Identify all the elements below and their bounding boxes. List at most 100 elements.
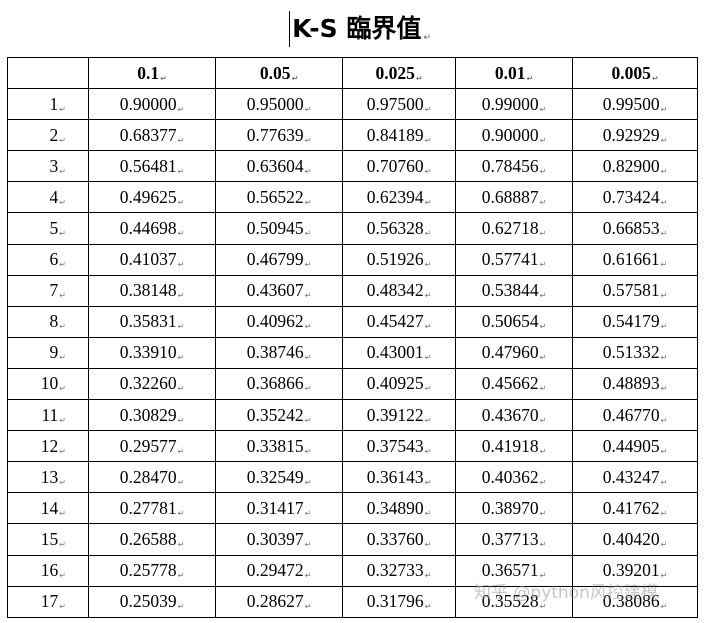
paragraph-mark-icon: ↵	[304, 446, 312, 456]
value-cell: 0.26588↵	[88, 523, 216, 556]
value-text: 0.43670	[481, 404, 539, 425]
value-text: 0.35528	[481, 591, 539, 612]
value-text: 0.84189	[366, 124, 424, 145]
paragraph-mark-icon: ↵	[59, 602, 66, 612]
paragraph-mark-icon: ↵	[539, 508, 547, 518]
row-label-text: 17	[40, 591, 59, 612]
header-cell: 0.005↵	[572, 56, 698, 90]
paragraph-mark-icon: ↵	[177, 229, 185, 239]
table-row: 7↵ 0.38148↵ 0.43607↵ 0.48342↵ 0.53844↵ 0.5758…	[7, 274, 698, 307]
paragraph-mark-icon: ↵	[660, 602, 668, 612]
value-text: 0.40962	[246, 311, 304, 332]
value-text: 0.44698	[119, 218, 177, 239]
value-text: 0.39201	[602, 560, 660, 581]
paragraph-mark-icon: ↵	[424, 571, 432, 581]
header-text: 0.01	[494, 62, 526, 83]
value-text: 0.28627	[246, 591, 304, 612]
paragraph-mark-icon: ↵	[59, 446, 66, 456]
paragraph-mark-icon: ↵	[424, 384, 432, 394]
row-label-text: 4	[49, 186, 59, 207]
value-text: 0.28470	[119, 466, 177, 487]
value-text: 0.78456	[481, 155, 539, 176]
paragraph-mark-icon: ↵	[660, 446, 668, 456]
table-row: 10↵ 0.32260↵ 0.36866↵ 0.40925↵ 0.45662↵ 0.488…	[7, 367, 698, 401]
paragraph-mark-icon: ↵	[59, 508, 66, 518]
row-label-cell: 11↵	[7, 399, 89, 432]
paragraph-mark-icon: ↵	[424, 229, 432, 239]
value-text: 0.45662	[481, 373, 539, 394]
value-cell: 0.28627↵	[215, 585, 343, 618]
value-cell: 0.78456↵	[455, 150, 573, 183]
table-row: 4↵ 0.49625↵ 0.56522↵ 0.62394↵ 0.68887↵ 0.7342…	[7, 181, 698, 214]
header-text: 0.005	[611, 62, 651, 83]
paragraph-mark-icon: ↵	[424, 322, 432, 332]
value-cell: 0.32549↵	[215, 461, 343, 494]
paragraph-mark-icon: ↵	[304, 260, 312, 270]
value-cell: 0.36571↵	[455, 554, 573, 587]
value-cell: 0.41918↵	[455, 430, 573, 463]
value-text: 0.26588	[119, 528, 177, 549]
row-label-cell: 6↵	[7, 243, 89, 276]
value-text: 0.50945	[246, 218, 304, 239]
value-text: 0.33910	[119, 342, 177, 363]
table-row: 11↵ 0.30829↵ 0.35242↵ 0.39122↵ 0.43670↵ 0.467…	[7, 399, 698, 432]
table-row: 9↵ 0.33910↵ 0.38746↵ 0.43001↵ 0.47960↵ 0.5133…	[7, 336, 698, 369]
table-row: 15↵ 0.26588↵ 0.30397↵ 0.33760↵ 0.37713↵ 0.404…	[7, 523, 698, 556]
table-row: 3↵ 0.56481↵ 0.63604↵ 0.70760↵ 0.78456↵ 0.8290…	[7, 150, 698, 183]
paragraph-mark-icon: ↵	[660, 104, 668, 114]
row-label-cell: 7↵	[7, 274, 89, 307]
value-cell: 0.43001↵	[342, 336, 456, 369]
paragraph-mark-icon: ↵	[304, 166, 312, 176]
paragraph-mark-icon: ↵	[660, 539, 668, 549]
paragraph-mark-icon: ↵	[59, 197, 66, 207]
row-label-cell: 10↵	[7, 367, 89, 401]
paragraph-mark-icon: ↵	[59, 104, 66, 114]
header-cell: 0.025↵	[342, 56, 456, 90]
row-label-text: 3	[49, 155, 59, 176]
paragraph-mark-icon: ↵	[424, 539, 432, 549]
value-text: 0.47960	[481, 342, 539, 363]
row-label-text: 11	[41, 404, 59, 425]
row-label-cell: 5↵	[7, 212, 89, 245]
paragraph-mark-icon: ↵	[424, 477, 432, 487]
value-cell: 0.30829↵	[88, 399, 216, 432]
paragraph-mark-icon: ↵	[304, 229, 312, 239]
paragraph-mark-icon: ↵	[526, 73, 534, 83]
value-text: 0.56522	[246, 186, 304, 207]
paragraph-mark-icon: ↵	[177, 477, 185, 487]
paragraph-mark-icon: ↵	[304, 384, 312, 394]
value-cell: 0.82900↵	[572, 150, 698, 183]
value-text: 0.36143	[366, 466, 424, 487]
paragraph-mark-icon: ↵	[59, 229, 66, 239]
paragraph-mark-icon: ↵	[177, 571, 185, 581]
paragraph-mark-icon: ↵	[660, 384, 668, 394]
row-label-text: 9	[49, 342, 59, 363]
paragraph-mark-icon: ↵	[660, 166, 668, 176]
value-text: 0.40925	[366, 373, 424, 394]
row-label-cell: 17↵	[7, 585, 89, 618]
value-text: 0.33760	[366, 528, 424, 549]
value-cell: 0.54179↵	[572, 305, 698, 338]
value-text: 0.37543	[366, 435, 424, 456]
value-text: 0.27781	[119, 497, 177, 518]
paragraph-mark-icon: ↵	[660, 353, 668, 363]
value-text: 0.32549	[246, 466, 304, 487]
value-cell: 0.84189↵	[342, 119, 456, 152]
paragraph-mark-icon: ↵	[291, 73, 299, 83]
document-title-text: K-S 臨界值	[292, 14, 422, 43]
value-cell: 0.41762↵	[572, 492, 698, 525]
value-cell: 0.40925↵	[342, 367, 456, 401]
paragraph-mark-icon: ↵	[424, 602, 432, 612]
value-text: 0.33815	[246, 435, 304, 456]
paragraph-mark-icon: ↵	[539, 135, 547, 145]
table-row: 12↵ 0.29577↵ 0.33815↵ 0.37543↵ 0.41918↵ 0.449…	[7, 430, 698, 463]
value-cell: 0.56481↵	[88, 150, 216, 183]
table-row: 17↵ 0.25039↵ 0.28627↵ 0.31796↵ 0.35528↵ 0.380…	[7, 585, 698, 618]
paragraph-mark-icon: ↵	[177, 602, 185, 612]
value-cell: 0.33815↵	[215, 430, 343, 463]
value-cell: 0.92929↵	[572, 119, 698, 152]
value-text: 0.70760	[366, 155, 424, 176]
paragraph-mark-icon: ↵	[177, 415, 185, 425]
value-text: 0.40362	[481, 466, 539, 487]
value-text: 0.62718	[481, 218, 539, 239]
